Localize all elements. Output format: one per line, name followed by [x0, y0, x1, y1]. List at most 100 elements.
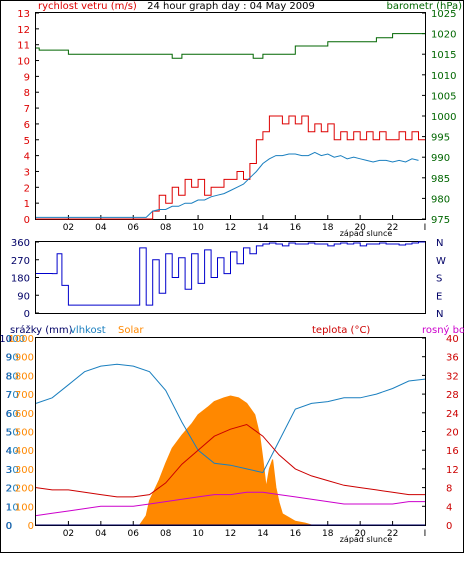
x-tick-label-bottom: 22	[387, 529, 398, 539]
solar-tick-label: 300	[15, 465, 34, 476]
baro-tick-label: 1015	[431, 50, 456, 61]
wind-tick-label: 6	[24, 120, 30, 131]
x-tick-label-bottom: 14	[257, 529, 269, 539]
rain-tick-label: 5	[6, 428, 12, 439]
humidity-tick-label: 40	[6, 446, 19, 457]
solar-tick-label: 200	[15, 484, 34, 495]
humidity-series	[35, 363, 426, 474]
baro-axis-label: barometr (hPa)	[387, 1, 463, 12]
humidity-tick-label: 100	[6, 334, 25, 345]
rain-tick-label: 2	[6, 484, 12, 495]
humidity-tick-label: 30	[6, 465, 19, 476]
legend-dewpoint: rosný bod	[422, 324, 464, 336]
temperature-tick-label: 32	[446, 371, 459, 382]
wind-direction-series	[36, 241, 425, 306]
baro-tick-label: 990	[431, 153, 450, 164]
baro-tick-label: 1020	[431, 30, 456, 41]
wind-tick-label: 7	[24, 104, 30, 115]
x-tick-label-bottom: 10	[192, 529, 204, 539]
temperature-series	[35, 423, 425, 498]
temperature-tick-label: 16	[446, 446, 459, 457]
rain-tick-label: 7	[6, 390, 12, 401]
sunset-label-bottom: západ slunce	[340, 535, 393, 544]
dewpoint-series	[35, 491, 425, 517]
baro-tick-label: 975	[431, 215, 450, 226]
wind-tick-label: 9	[24, 72, 30, 83]
humidity-tick-label: 50	[6, 428, 19, 439]
rain-tick-label: 10	[0, 334, 12, 345]
temperature-tick-label: 20	[446, 428, 459, 439]
x-tick-label-top: 06	[128, 223, 140, 233]
direction-tick-label: 360	[11, 238, 30, 249]
x-tick-label-top: 02	[63, 223, 74, 233]
humidity-tick-label: 70	[6, 390, 19, 401]
wind-tick-label: 13	[17, 9, 30, 20]
wind-gust-series	[36, 115, 425, 220]
baro-tick-label: 1010	[431, 71, 456, 82]
x-tick-label-bottom: 16	[290, 529, 302, 539]
wind-tick-label: 10	[17, 57, 30, 68]
temperature-tick-label: 28	[446, 390, 459, 401]
solar-tick-label: 700	[15, 390, 34, 401]
solar-tick-label: 500	[15, 428, 34, 439]
compass-label: E	[436, 291, 442, 302]
rain-tick-label: 0	[6, 521, 12, 532]
baro-tick-label: 995	[431, 133, 450, 144]
barometer-series	[36, 33, 425, 59]
wind-tick-label: 8	[24, 88, 30, 99]
solar-tick-label: 400	[15, 446, 34, 457]
solar-tick-label: 600	[15, 409, 34, 420]
x-tick-label-bottom: 08	[160, 529, 172, 539]
temperature-tick-label: 36	[446, 353, 459, 364]
wind-axis-label: rychlost vetru (m/s)	[38, 1, 137, 12]
x-tick-label-top: 22	[387, 223, 398, 233]
temperature-tick-label: 0	[446, 521, 452, 532]
humidity-tick-label: 20	[6, 484, 19, 495]
baro-tick-label: 985	[431, 174, 450, 185]
baro-tick-label: 1005	[431, 91, 456, 102]
rain-tick-label: 6	[6, 409, 12, 420]
compass-label: N	[436, 238, 443, 249]
direction-tick-label: 180	[11, 274, 30, 285]
x-tick-label-top: 08	[160, 223, 172, 233]
baro-tick-label: 1000	[431, 112, 456, 123]
x-tick-label-top: 16	[290, 223, 302, 233]
wind-panel-frame	[35, 12, 426, 220]
x-tick-label-top: 18	[322, 223, 334, 233]
solar-tick-label: 800	[15, 371, 34, 382]
sunset-label-top: západ slunce	[340, 229, 393, 238]
temperature-tick-label: 24	[446, 409, 459, 420]
x-tick-label-top: 12	[225, 223, 236, 233]
humidity-tick-label: 80	[6, 371, 19, 382]
legend-humidity: vlhkost	[70, 325, 106, 336]
wind-tick-label: 0	[24, 215, 30, 226]
wind-tick-label: 4	[24, 152, 30, 163]
x-tick-label-top: 04	[95, 223, 107, 233]
x-end-marker-bottom: I	[424, 529, 427, 539]
baro-tick-label: 1025	[431, 9, 456, 20]
humidity-tick-label: 10	[6, 502, 19, 513]
x-tick-label-bottom: 06	[128, 529, 140, 539]
x-tick-label-top: 10	[192, 223, 204, 233]
solar-tick-label: 900	[15, 353, 34, 364]
legend-solar: Solar	[118, 325, 144, 336]
x-tick-label-bottom: 20	[354, 529, 366, 539]
temperature-tick-label: 8	[446, 484, 452, 495]
wind-tick-label: 2	[24, 183, 30, 194]
wind-tick-label: 12	[17, 25, 30, 36]
rain-tick-label: 9	[6, 353, 12, 364]
humidity-tick-label: 90	[6, 353, 19, 364]
x-end-marker-top: I	[424, 223, 427, 233]
legend-temperature: teplota (°C)	[312, 325, 370, 336]
solar-tick-label: 1000	[9, 334, 34, 345]
plot-layer: 02 04 06 08 10 12 14 16 18 20 22 I02 04 06 08 10 12 14 16 1…	[0, 9, 459, 539]
x-tick-label-bottom: 02	[63, 529, 74, 539]
rain-tick-label: 1	[6, 502, 12, 513]
humidity-tick-label: 60	[6, 409, 19, 420]
compass-label: S	[436, 274, 442, 285]
compass-label: N	[436, 309, 443, 320]
x-tick-label-bottom: 18	[322, 529, 334, 539]
x-tick-label-bottom: 12	[225, 529, 236, 539]
direction-panel-frame	[35, 241, 426, 314]
